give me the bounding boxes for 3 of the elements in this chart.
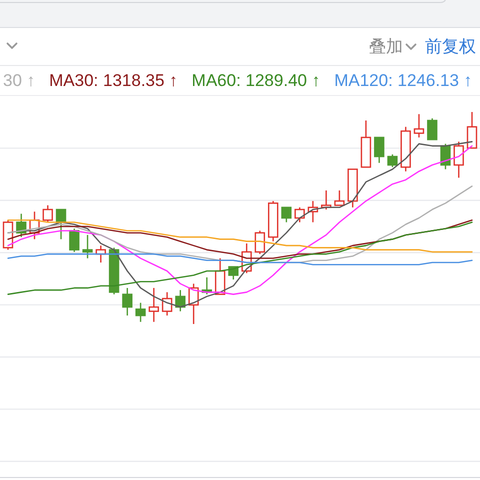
text: 叠加 bbox=[369, 37, 403, 56]
text: 前复权 bbox=[425, 37, 476, 56]
legend: 30 ↑ MA30: 1318.35 ↑ MA60: 1289.40 ↑ MA120: 1246.13 ↑ bbox=[3, 71, 472, 90]
